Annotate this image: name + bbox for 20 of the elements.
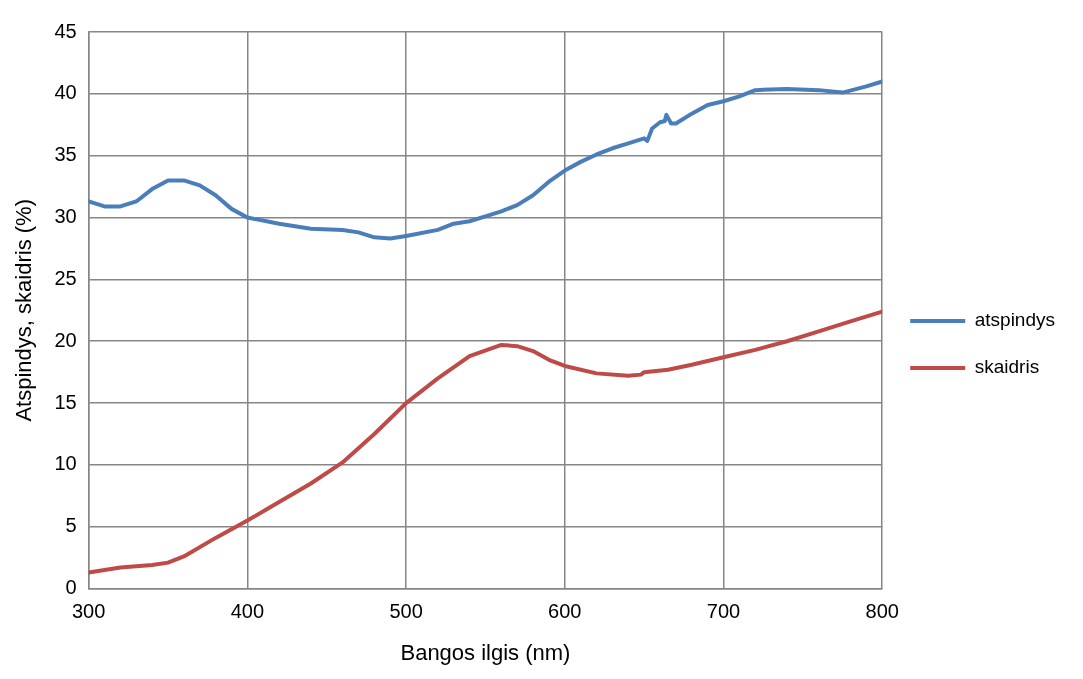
y-tick-label: 45 — [54, 19, 77, 42]
x-tick-label: 800 — [865, 600, 899, 623]
y-axis-title: Atspindys, skaidris (%) — [11, 199, 37, 422]
y-tick-label: 15 — [54, 390, 77, 413]
x-tick-label: 500 — [389, 600, 423, 623]
x-axis-title: Bangos ilgis (nm) — [400, 639, 571, 665]
legend-label: skaidris — [974, 356, 1040, 378]
x-tick-label: 300 — [71, 600, 106, 623]
x-tick-label: 600 — [548, 600, 582, 623]
y-tick-label: 30 — [54, 205, 77, 228]
y-tick-label: 25 — [54, 266, 77, 289]
y-tick-label: 0 — [65, 576, 77, 599]
y-tick-label: 5 — [65, 514, 77, 537]
y-tick-label: 10 — [54, 452, 77, 475]
legend-label: atspindys — [974, 309, 1056, 331]
y-tick-label: 35 — [54, 143, 77, 166]
y-tick-label: 20 — [54, 328, 77, 351]
y-tick-label: 40 — [54, 81, 77, 104]
x-tick-label: 700 — [706, 600, 741, 623]
x-tick-label: 400 — [230, 600, 265, 623]
